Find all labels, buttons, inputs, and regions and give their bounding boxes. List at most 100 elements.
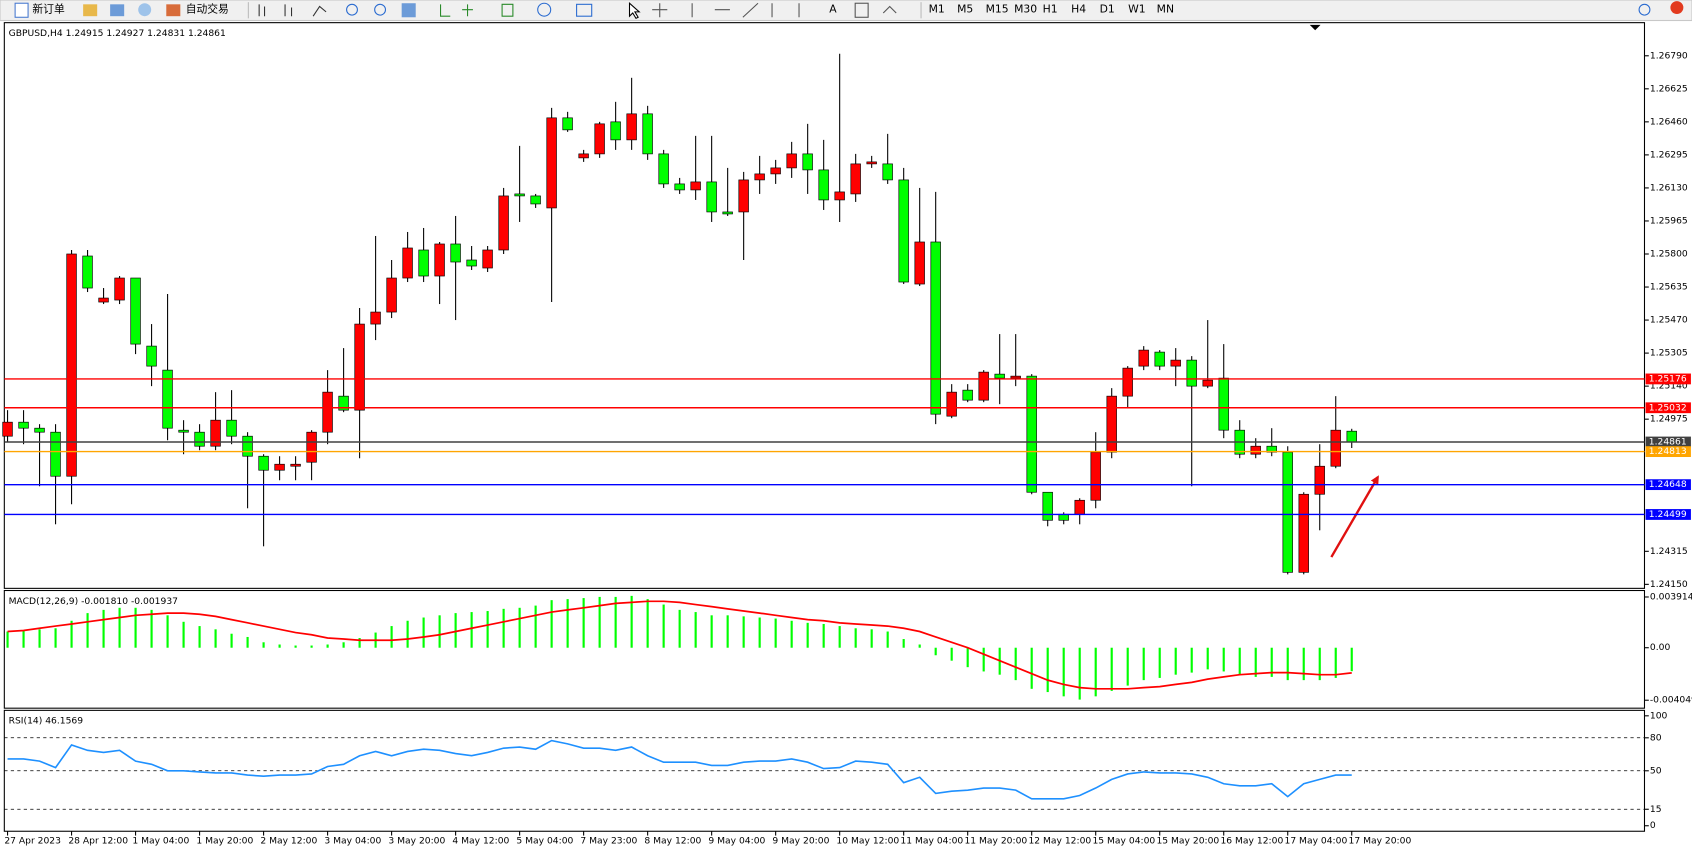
x-tick-label: 1 May 04:00 — [132, 835, 189, 846]
candle-body — [418, 249, 429, 277]
clock-icon[interactable] — [537, 2, 552, 17]
alert-badge[interactable] — [1670, 1, 1684, 15]
candle-body — [338, 395, 349, 411]
x-tick-label: 11 May 20:00 — [964, 835, 1027, 846]
candle-body — [194, 431, 205, 447]
y-tick-label: 0.003914 — [1650, 591, 1692, 602]
y-tick-label: -0.004049 — [1650, 695, 1692, 706]
candle-body — [1138, 349, 1149, 367]
panel-title: RSI(14) 46.1569 — [9, 716, 84, 727]
candle-body — [1010, 375, 1021, 379]
timeframe-button[interactable]: D1 — [1100, 3, 1115, 16]
candle-body — [514, 193, 525, 197]
timeframe-button[interactable]: M1 — [929, 3, 945, 16]
candle-body — [786, 153, 797, 169]
tool-icons[interactable] — [440, 3, 514, 17]
candle-body — [258, 455, 269, 471]
y-tick-label: 1.25305 — [1650, 348, 1688, 359]
y-tick-label: 1.25965 — [1650, 215, 1688, 226]
candle-body — [898, 179, 909, 283]
x-tick-label: 11 May 04:00 — [900, 835, 963, 846]
x-tick-label: 8 May 12:00 — [644, 835, 701, 846]
template-icon[interactable] — [576, 3, 593, 17]
new-order-icon[interactable] — [14, 2, 29, 18]
y-tick-label: 1.26130 — [1650, 182, 1688, 193]
timeframe-button[interactable]: M15 — [986, 3, 1009, 16]
search-icon[interactable] — [1638, 3, 1651, 16]
shapes-icon[interactable] — [882, 5, 897, 14]
candle-body — [962, 389, 973, 401]
tool-icon[interactable] — [110, 4, 125, 17]
candle-body — [1026, 375, 1037, 493]
candle-body — [1106, 395, 1117, 453]
label-icon[interactable] — [854, 2, 869, 18]
timeframe-button[interactable]: MN — [1157, 3, 1174, 16]
candle-body — [1330, 429, 1341, 467]
candle-body — [2, 421, 13, 437]
candle-body — [1074, 499, 1085, 515]
y-tick-label: 1.26460 — [1650, 116, 1688, 127]
candle-body — [306, 431, 317, 463]
y-tick-label: 0.00 — [1650, 642, 1671, 653]
candle-body — [626, 113, 637, 141]
price-badge-label: 1.25032 — [1649, 402, 1687, 413]
candle-body — [882, 163, 893, 181]
tile-icon[interactable] — [401, 3, 416, 18]
x-tick-label: 15 May 20:00 — [1156, 835, 1219, 846]
text-icon[interactable]: A — [829, 3, 837, 16]
panel-title: MACD(12,26,9) -0.001810 -0.001937 — [9, 596, 179, 607]
price-badge — [1645, 436, 1691, 448]
candle-body — [1282, 451, 1293, 573]
candle-body — [98, 297, 109, 303]
y-tick-label: 1.25800 — [1650, 248, 1688, 259]
timeframe-button[interactable]: M30 — [1014, 3, 1037, 16]
tool-icon[interactable] — [83, 4, 98, 17]
toolbar-button[interactable]: 新订单 — [32, 3, 65, 16]
price-badge — [1645, 446, 1691, 458]
candle-body — [658, 153, 669, 185]
signal-line — [7, 600, 1352, 690]
candle-body — [642, 113, 653, 155]
candle-body — [386, 277, 397, 313]
price-badge-label: 1.24861 — [1649, 436, 1687, 447]
timeframe-button[interactable]: H1 — [1043, 3, 1058, 16]
y-tick-label: 1.24315 — [1650, 546, 1688, 557]
candle-body — [274, 463, 285, 471]
candle-body — [322, 391, 333, 433]
candle-body — [1346, 430, 1357, 443]
price-badge-label: 1.24499 — [1649, 509, 1687, 520]
candle-body — [1122, 367, 1133, 397]
timeframe-button[interactable]: H4 — [1071, 3, 1086, 16]
candle-body — [466, 259, 477, 267]
price-badge-label: 1.24813 — [1649, 446, 1687, 457]
x-tick-label: 9 May 20:00 — [772, 835, 829, 846]
candle-body — [930, 241, 941, 415]
tool-icons[interactable] — [258, 4, 327, 17]
zoom-in[interactable] — [346, 3, 358, 16]
draw-icons[interactable] — [652, 2, 800, 18]
y-tick-label: 1.26790 — [1650, 50, 1688, 61]
zoom-out[interactable] — [374, 3, 387, 16]
candle-body — [946, 391, 957, 417]
timeframe-button[interactable]: M5 — [957, 3, 973, 16]
timeframes: M1 M5 M15 M30 H1 H4 D1 W1 MN — [929, 3, 1174, 16]
candle-body — [1170, 359, 1181, 367]
candle-body — [18, 421, 29, 429]
candle-body — [130, 277, 141, 345]
candle-body — [1042, 491, 1053, 521]
candle-body — [722, 211, 733, 215]
timeframe-button[interactable]: W1 — [1128, 3, 1146, 16]
candle-body — [674, 183, 685, 191]
autotrade-icon[interactable] — [166, 4, 181, 17]
candle-body — [450, 243, 461, 263]
cursor-icon[interactable] — [628, 2, 641, 20]
candle-body — [226, 419, 237, 437]
candle-body — [146, 345, 157, 367]
toolbar-button[interactable]: 自动交易 — [186, 3, 229, 16]
rsi-line — [7, 739, 1352, 800]
tool-icon[interactable] — [138, 3, 152, 17]
candle-body — [578, 153, 589, 159]
candle-body — [370, 311, 381, 325]
